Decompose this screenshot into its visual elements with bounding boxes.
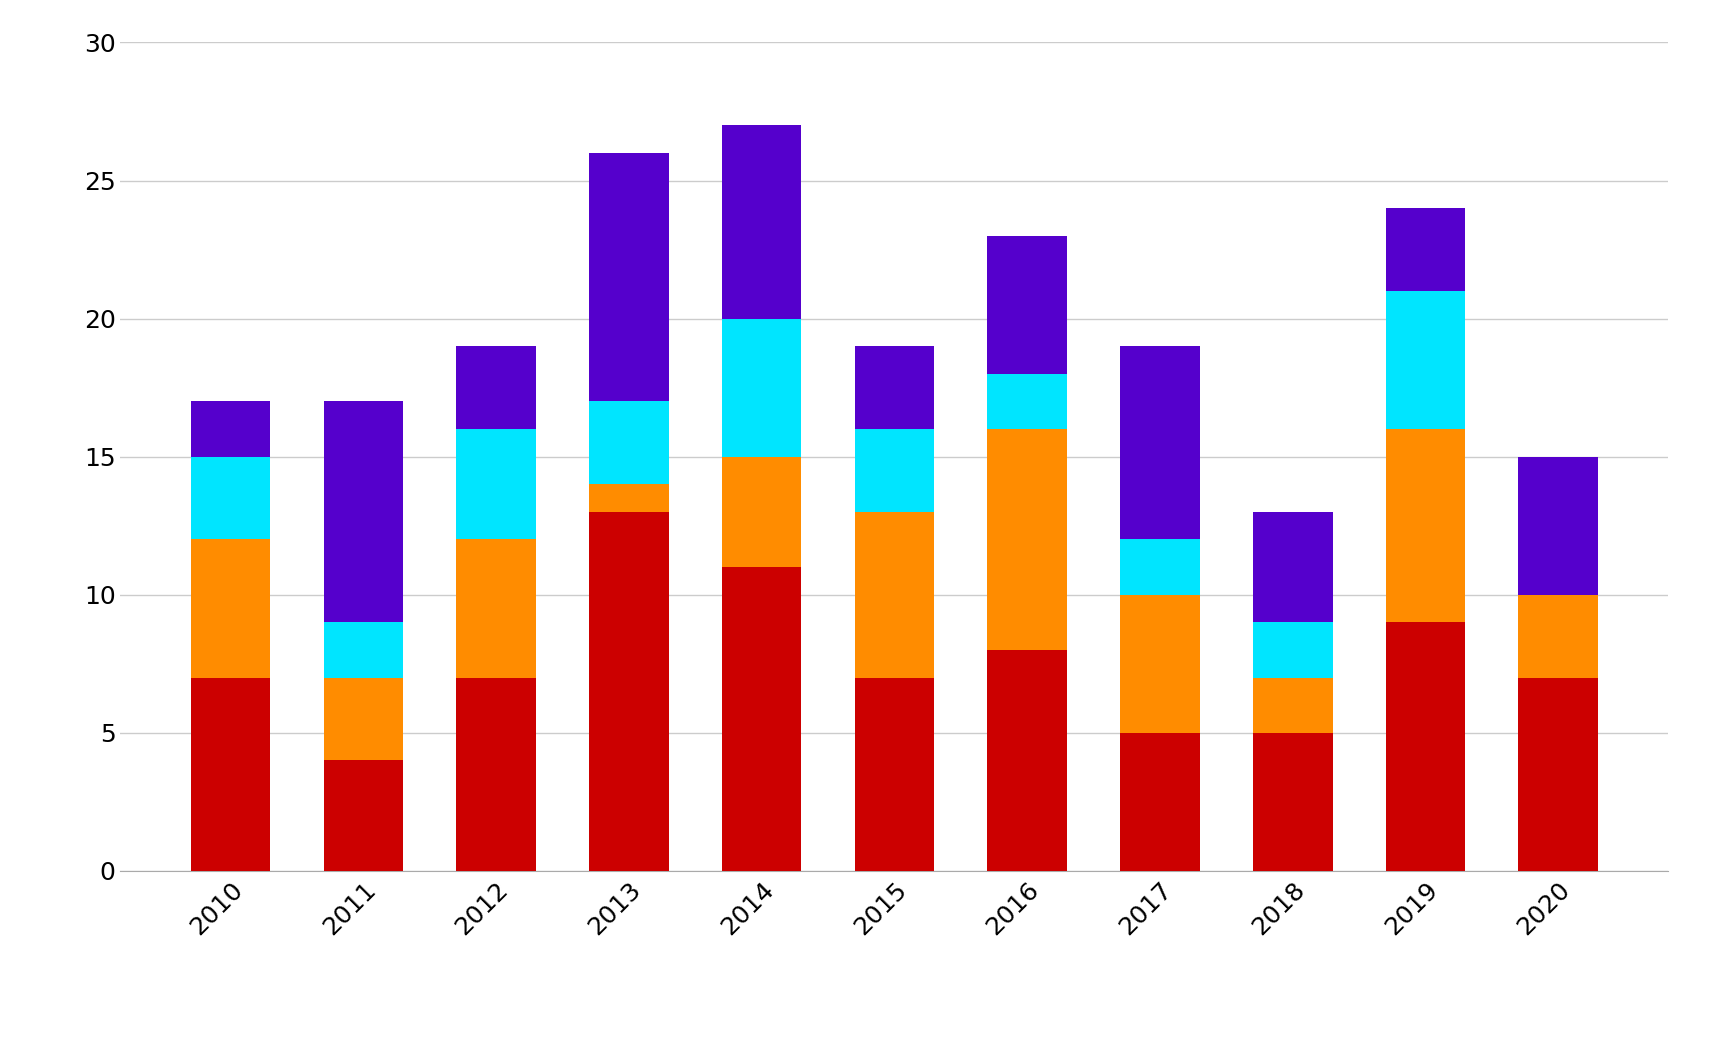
Bar [987, 236, 1066, 374]
Bar [1386, 208, 1465, 291]
Bar [191, 457, 270, 539]
Bar [722, 567, 802, 871]
Bar [323, 401, 402, 622]
Bar [588, 484, 669, 512]
Bar [1120, 595, 1201, 733]
Bar [323, 678, 402, 760]
Bar [1252, 678, 1333, 733]
Bar [588, 512, 669, 871]
Bar [1519, 595, 1598, 678]
Bar [456, 429, 537, 539]
Bar [191, 401, 270, 457]
Bar [1120, 733, 1201, 871]
Bar [1519, 457, 1598, 595]
Bar [323, 760, 402, 871]
Bar [456, 346, 537, 429]
Bar [1252, 512, 1333, 622]
Bar [987, 374, 1066, 429]
Bar [722, 319, 802, 457]
Bar [323, 622, 402, 678]
Bar [855, 346, 934, 429]
Bar [1519, 678, 1598, 871]
Bar [456, 678, 537, 871]
Bar [1120, 346, 1201, 539]
Bar [1120, 539, 1201, 595]
Bar [191, 539, 270, 678]
Bar [987, 650, 1066, 871]
Bar [722, 457, 802, 567]
Bar [855, 429, 934, 512]
Bar [1386, 291, 1465, 429]
Bar [855, 512, 934, 678]
Bar [1252, 733, 1333, 871]
Bar [1386, 429, 1465, 622]
Bar [1252, 622, 1333, 678]
Bar [588, 153, 669, 401]
Bar [191, 678, 270, 871]
Bar [588, 401, 669, 484]
Bar [456, 539, 537, 678]
Bar [855, 678, 934, 871]
Bar [722, 125, 802, 319]
Bar [1386, 622, 1465, 871]
Bar [987, 429, 1066, 650]
